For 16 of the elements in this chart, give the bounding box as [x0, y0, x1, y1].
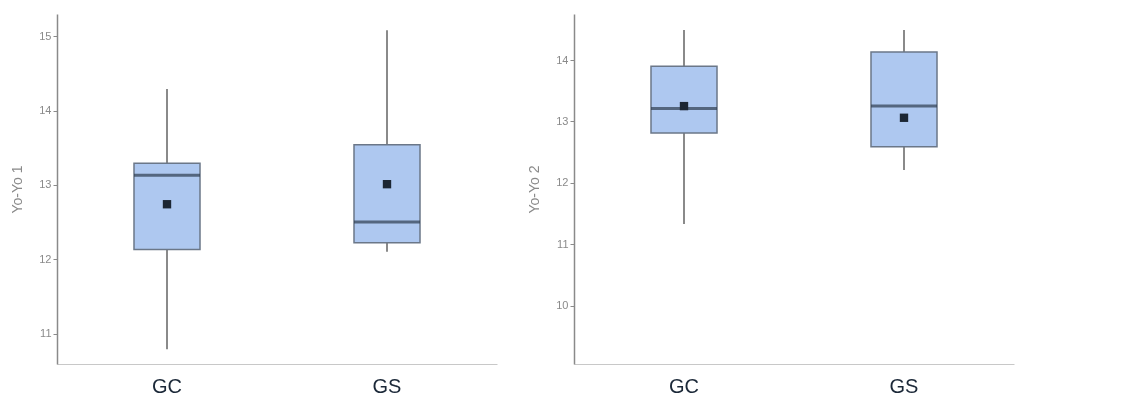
- y-tick-label: 14: [556, 53, 569, 66]
- x-tick-label: GS: [889, 374, 919, 397]
- y-tick-label: 13: [39, 178, 52, 191]
- y-axis-title: Yo-Yo 1: [9, 165, 26, 214]
- x-tick-label: GC: [669, 374, 699, 397]
- y-tick-label: 14: [39, 104, 52, 117]
- y-axis-title: Yo-Yo 2: [526, 165, 543, 214]
- y-tick-label: 12: [39, 252, 52, 265]
- y-tick-label: 11: [557, 237, 569, 250]
- y-tick-label: 13: [556, 114, 569, 127]
- y-tick-label: 11: [40, 327, 52, 340]
- y-tick-label: 12: [556, 176, 569, 189]
- x-tick-label: GS: [372, 374, 402, 397]
- y-tick-label: 15: [39, 29, 52, 42]
- x-tick-label: GC: [152, 374, 182, 397]
- y-tick-label: 10: [556, 299, 569, 312]
